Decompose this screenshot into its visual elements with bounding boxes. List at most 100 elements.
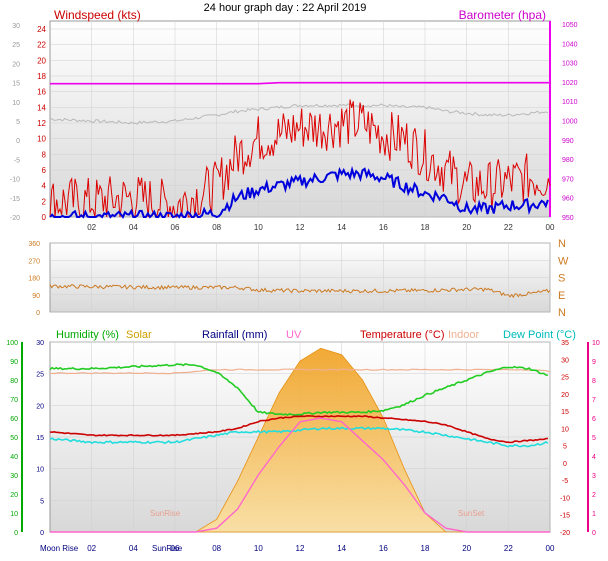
humidity-tick-label: 10 (10, 511, 18, 518)
temperature-tick-label: 0 (563, 461, 567, 468)
barometer-axis-label: Barometer (hpa) (459, 8, 546, 22)
compass-label: E (558, 290, 565, 302)
outer-tick-label: 15 (12, 81, 20, 88)
barometer-tick-label: 1000 (562, 119, 578, 126)
humidity-line (49, 363, 548, 416)
uv-line (50, 417, 550, 533)
uv-tick-label: 4 (592, 454, 596, 461)
temperature-tick-label: 10 (561, 426, 569, 433)
x-tick-label: 16 (379, 544, 388, 553)
rainfall-tick-label: 10 (36, 467, 44, 474)
temperature-tick-label: -20 (560, 530, 570, 537)
baro-trend-line (49, 103, 549, 125)
temperature-tick-label: -10 (560, 495, 570, 502)
x-tick-label: 16 (379, 223, 388, 232)
indoor-line (49, 368, 551, 375)
temperature-tick-label: 5 (563, 444, 567, 451)
barometer-tick-label: 1050 (562, 22, 578, 29)
legend-label: Rainfall (mm) (202, 329, 267, 341)
x-tick-label: 20 (462, 223, 471, 232)
x-tick-label: 14 (337, 223, 346, 232)
wind-tick-label: 0 (42, 213, 47, 222)
humidity-tick-label: 70 (10, 397, 18, 404)
x-tick-label: 08 (212, 544, 221, 553)
uv-tick-label: 5 (592, 435, 596, 442)
uv-tick-label: 8 (592, 378, 596, 385)
compass-label: N (558, 238, 566, 250)
x-tick-label: 18 (421, 544, 430, 553)
outer-tick-label: 5 (16, 119, 20, 126)
temperature-tick-label: 25 (561, 375, 569, 382)
rainfall-tick-label: 15 (36, 435, 44, 442)
temperature-tick-label: 30 (561, 357, 569, 364)
uv-tick-label: 0 (592, 530, 596, 537)
temperature-line (49, 414, 548, 444)
temperature-tick-label: 15 (561, 409, 569, 416)
wind-tick-label: 24 (37, 25, 46, 34)
x-tick-label: 22 (504, 544, 513, 553)
barometer-tick-label: 990 (562, 138, 574, 145)
x-tick-label: 06 (171, 544, 180, 553)
sunrise-marker: SunRise (150, 509, 181, 518)
wind-direction-line (49, 284, 551, 299)
x-tick-label: 04 (129, 223, 138, 232)
barometer-tick-label: 980 (562, 157, 574, 164)
outer-tick-label: 25 (12, 42, 20, 49)
outer-tick-label: -15 (10, 196, 20, 203)
uv-tick-label: 1 (592, 511, 596, 518)
direction-tick-label: 360 (28, 241, 40, 248)
temperature-tick-label: -5 (562, 478, 568, 485)
dewpoint-line (49, 426, 549, 448)
wind-tick-label: 10 (37, 135, 46, 144)
legend-label: Indoor (448, 329, 480, 341)
barometer-tick-label: 960 (562, 196, 574, 203)
uv-tick-label: 3 (592, 473, 596, 480)
x-tick-label: 08 (212, 223, 221, 232)
x-tick-label: 10 (254, 223, 263, 232)
x-tick-label: 14 (337, 544, 346, 553)
outer-tick-label: 10 (12, 100, 20, 107)
legend-label: UV (286, 329, 302, 341)
x-tick-label: 10 (254, 544, 263, 553)
direction-tick-label: 270 (28, 258, 40, 265)
wind-tick-label: 14 (37, 103, 46, 112)
wind-tick-label: 16 (37, 88, 46, 97)
direction-tick-label: 180 (28, 276, 40, 283)
rainfall-tick-label: 5 (40, 498, 44, 505)
x-tick-label: 12 (296, 223, 305, 232)
rainfall-tick-label: 30 (36, 340, 44, 347)
humidity-tick-label: 50 (10, 435, 18, 442)
barometer-tick-label: 1030 (562, 61, 578, 68)
outer-tick-label: -5 (14, 157, 20, 164)
rainfall-tick-label: 20 (36, 403, 44, 410)
x-tick-label: 18 (421, 223, 430, 232)
wind-tick-label: 8 (42, 150, 47, 159)
temperature-tick-label: 20 (561, 392, 569, 399)
humidity-tick-label: 60 (10, 416, 18, 423)
uv-tick-label: 6 (592, 416, 596, 423)
legend-label: Dew Point (°C) (503, 329, 576, 341)
direction-tick-label: 0 (36, 310, 40, 317)
humidity-tick-label: 90 (10, 359, 18, 366)
compass-label: W (558, 255, 569, 267)
wind-tick-label: 18 (37, 72, 46, 81)
x-tick-label: 00 (546, 544, 555, 553)
x-tick-label: 02 (87, 223, 96, 232)
wind-tick-label: 22 (37, 41, 46, 50)
uv-tick-label: 10 (592, 340, 600, 347)
humidity-tick-label: 80 (10, 378, 18, 385)
legend-label: Solar (126, 329, 152, 341)
barometer-line (50, 81, 550, 85)
windspeed-axis-label: Windspeed (kts) (54, 8, 141, 22)
legend-label: Temperature (°C) (360, 329, 444, 341)
barometer-tick-label: 1020 (562, 80, 578, 87)
rainfall-tick-label: 0 (40, 530, 44, 537)
temperature-tick-label: -15 (560, 513, 570, 520)
barometer-tick-label: 970 (562, 176, 574, 183)
rainfall-tick-label: 25 (36, 372, 44, 379)
compass-label: S (558, 273, 565, 285)
x-tick-label: 12 (296, 544, 305, 553)
humidity-tick-label: 100 (6, 340, 18, 347)
uv-tick-label: 9 (592, 359, 596, 366)
moonrise-label: Moon Rise (40, 544, 79, 553)
